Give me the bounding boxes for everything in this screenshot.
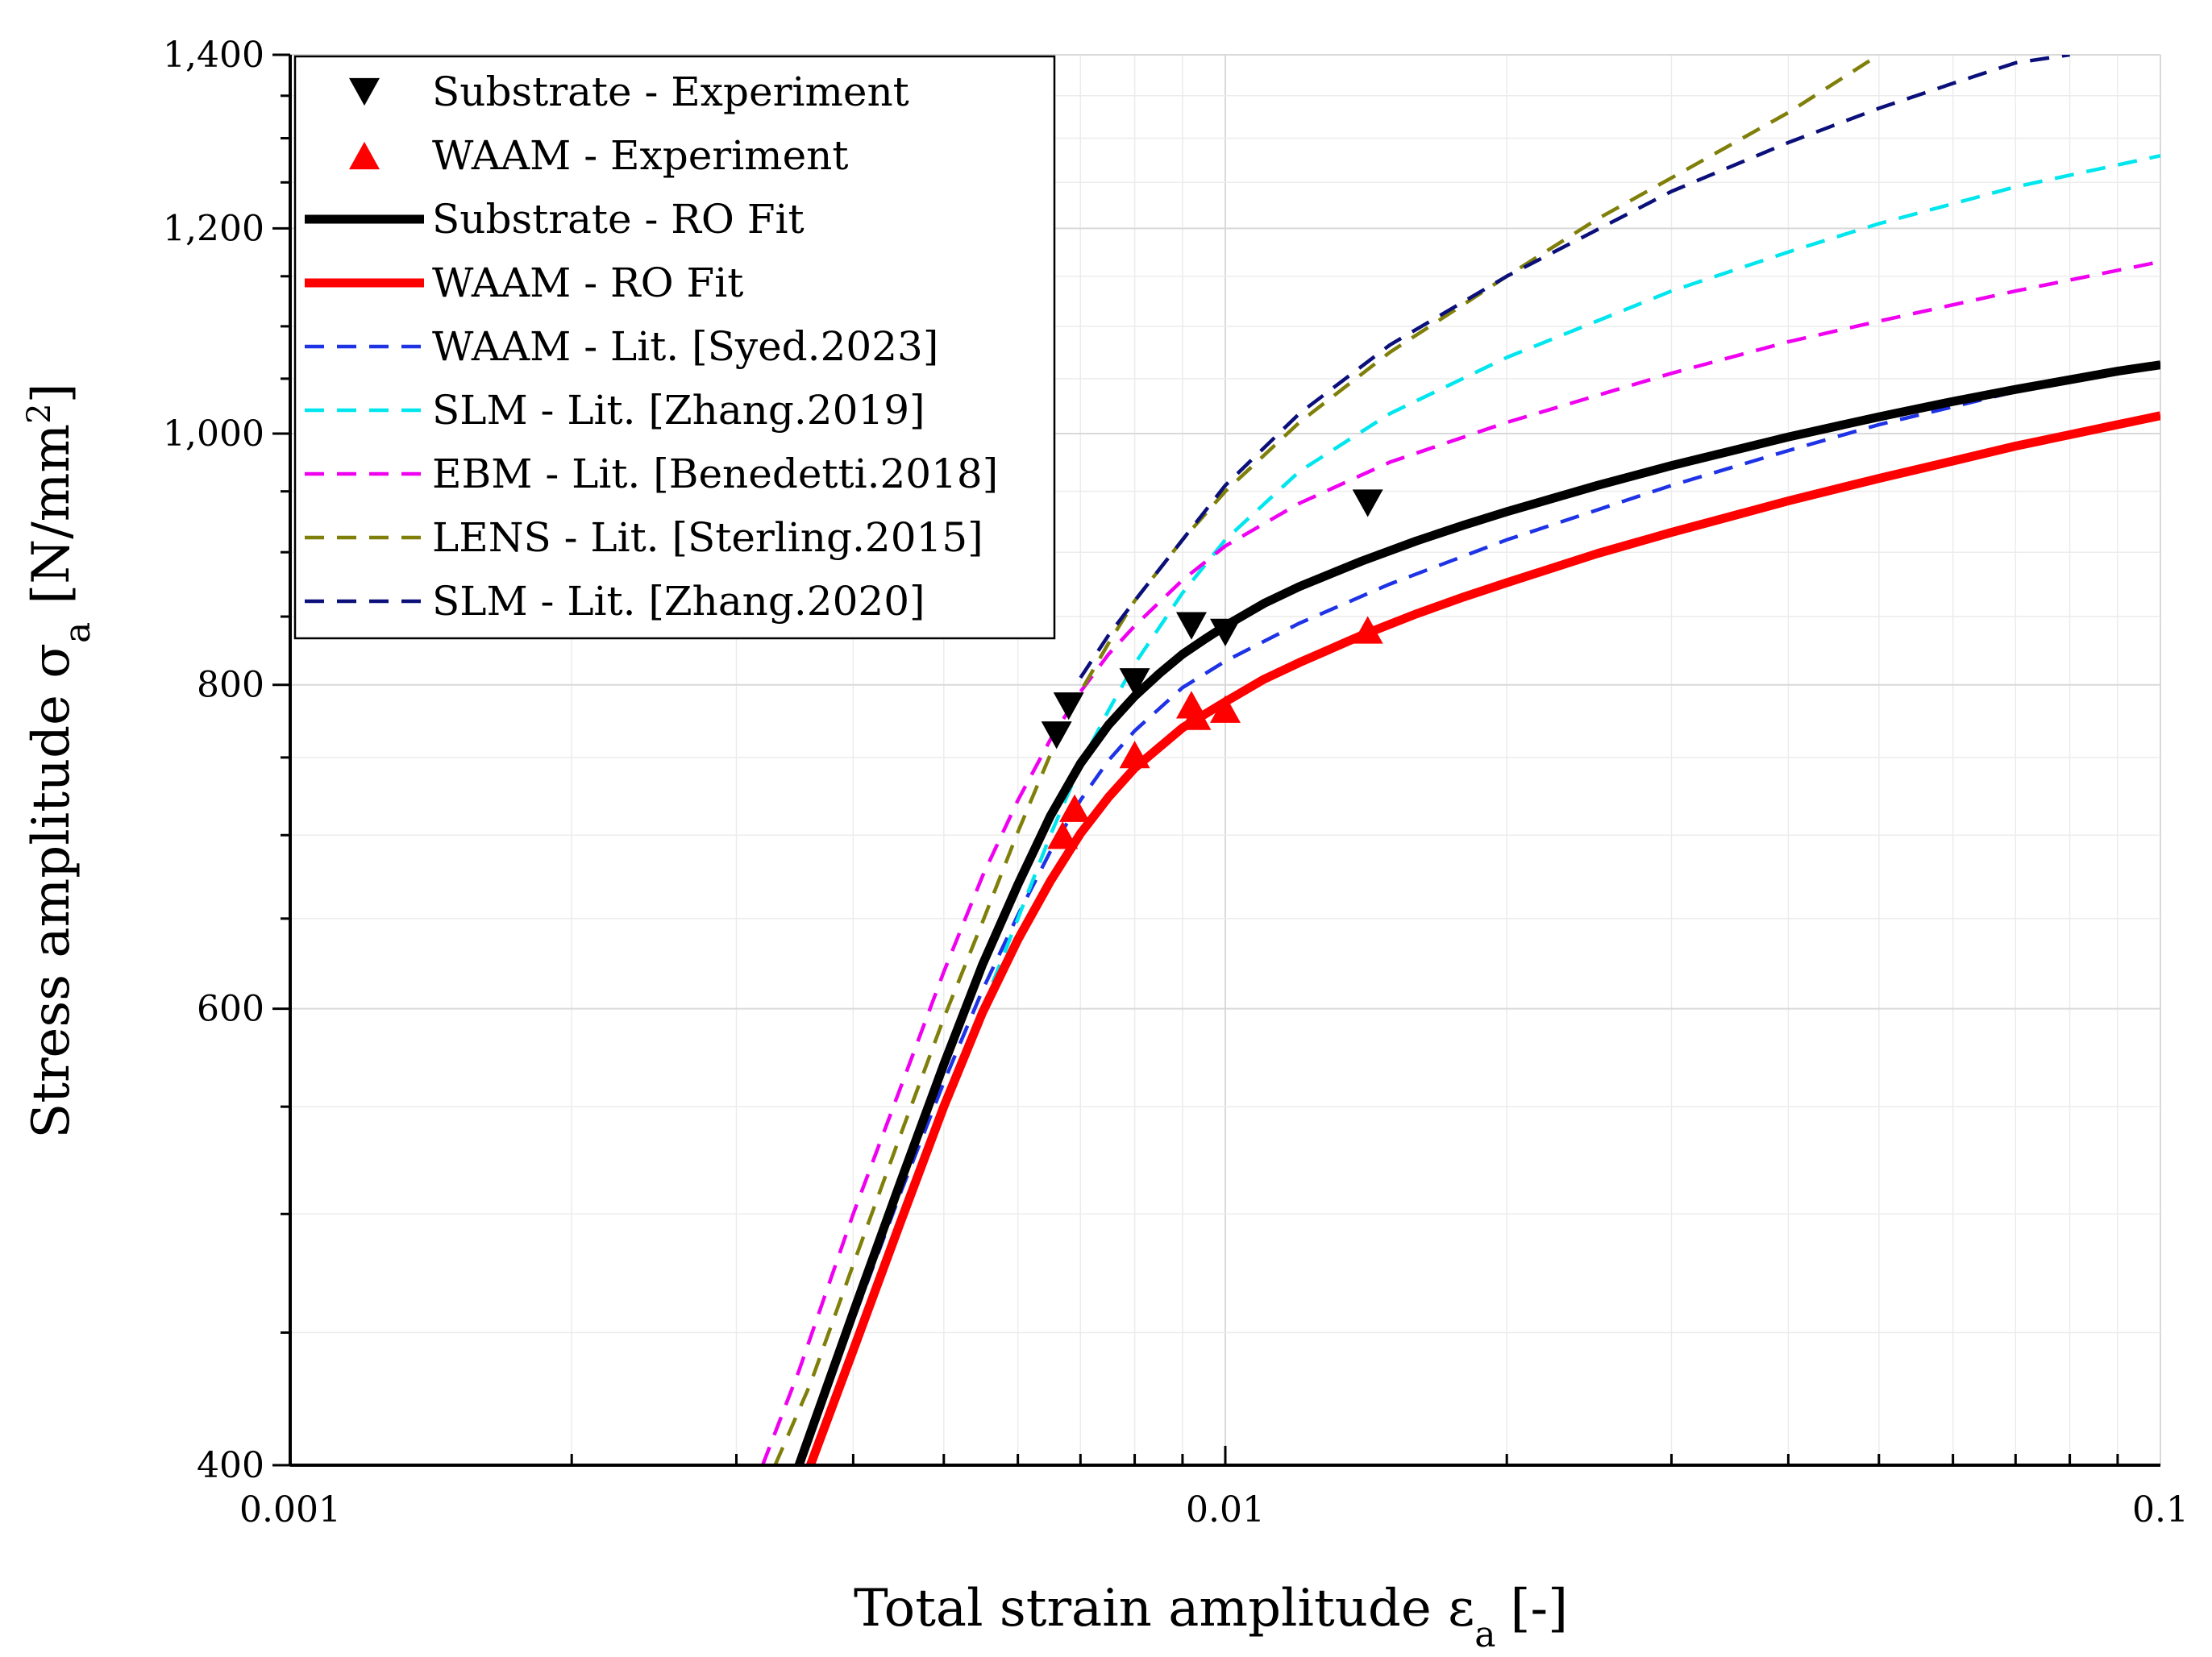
waam-experiment-point	[1352, 616, 1383, 644]
y-axis-title-unit: [N/mm	[22, 424, 81, 604]
substrate-experiment-point	[1119, 668, 1150, 696]
legend-label: SLM - Lit. [Zhang.2019]	[432, 387, 925, 434]
series-lines	[760, 55, 2160, 1465]
legend-label: Substrate - RO Fit	[432, 196, 805, 243]
y-axis-title-sub: a	[57, 622, 98, 643]
y-tick-label: 1,000	[163, 413, 264, 455]
x-axis-title-sub: a	[1474, 1614, 1495, 1655]
x-tick-label: 0.1	[2132, 1489, 2189, 1530]
x-tick-label: 0.01	[1186, 1489, 1265, 1530]
series-line-substrate-ro-fit	[794, 360, 2160, 1465]
y-axis-title-unit-close: ]	[22, 383, 81, 403]
waam-experiment-point	[1059, 794, 1091, 822]
series-markers	[1041, 489, 1383, 849]
y-axis-title: Stress amplitude σa [N/mm2]	[21, 383, 98, 1138]
waam-experiment-point	[1180, 702, 1212, 730]
legend-label: LENS - Lit. [Sterling.2015]	[432, 514, 983, 561]
y-tick-label: 1,400	[163, 35, 264, 76]
legend-box	[293, 55, 1056, 640]
series-line-slm-lit-zhang-2020	[1079, 55, 2070, 679]
y-tick-label: 400	[197, 1445, 264, 1486]
y-axis-title-unit-sup: 2	[21, 403, 58, 423]
legend-label: WAAM - Lit. [Syed.2023]	[432, 323, 938, 370]
x-axis-title-suffix: [-]	[1510, 1579, 1568, 1638]
legend-label: EBM - Lit. [Benedetti.2018]	[432, 451, 998, 497]
y-tick-label: 1,200	[163, 208, 264, 249]
legend: Substrate - Experiment WAAM - Experiment S…	[293, 55, 1056, 640]
x-axis-title-main: Total strain amplitude ε	[854, 1579, 1474, 1638]
legend-label: WAAM - Experiment	[432, 132, 848, 179]
legend-label: SLM - Lit. [Zhang.2020]	[432, 578, 925, 625]
waam-experiment-point	[1047, 821, 1079, 849]
x-tick-label: 0.001	[239, 1489, 341, 1530]
series-line-lens-lit-sterling-2015	[773, 55, 1881, 1465]
legend-label: Substrate - Experiment	[432, 69, 909, 115]
x-axis-title: Total strain amplitude εa [-]	[854, 1579, 1568, 1655]
y-tick-label: 600	[197, 989, 264, 1030]
substrate-experiment-point	[1053, 692, 1084, 721]
substrate-experiment-point	[1352, 489, 1383, 517]
legend-label: WAAM - RO Fit	[432, 260, 743, 306]
waam-experiment-point	[1119, 741, 1150, 769]
axis-ticks: 0.001 0.01 0.1 400 600 800 1,000 1,200 1,400	[163, 35, 2189, 1530]
waam-experiment-point	[1210, 695, 1241, 723]
legend-symbol-marker	[349, 141, 380, 170]
series-line-waam-ro-fit	[806, 411, 2160, 1465]
y-tick-label: 800	[197, 665, 264, 706]
substrate-experiment-point	[1175, 612, 1207, 640]
substrate-experiment-point	[1041, 721, 1072, 750]
legend-symbol-marker	[349, 77, 380, 106]
substrate-experiment-point	[1210, 618, 1241, 647]
series-line-waam-lit-syed-2023	[796, 360, 2160, 1465]
y-axis-title-main: Stress amplitude σ	[22, 643, 81, 1139]
